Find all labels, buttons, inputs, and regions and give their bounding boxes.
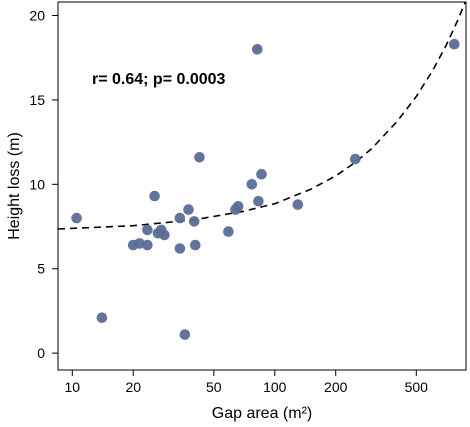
data-point: [194, 152, 205, 163]
y-tick-label: 0: [37, 345, 45, 361]
x-tick-label: 10: [65, 379, 81, 395]
data-point: [223, 226, 234, 237]
plot-area-frame: [57, 1, 467, 371]
fit-curve: [58, 2, 466, 230]
x-axis-ticks: 10 20 50 100 200 500: [65, 370, 429, 395]
y-tick-label: 10: [29, 176, 45, 192]
data-point: [142, 224, 153, 236]
points-layer: [71, 38, 460, 340]
x-tick-label: 200: [324, 379, 348, 395]
data-point: [179, 329, 191, 340]
data-point: [449, 38, 460, 50]
data-point: [246, 179, 258, 190]
data-point: [142, 239, 153, 251]
data-point: [96, 312, 108, 324]
x-tick-label: 50: [206, 379, 222, 395]
y-tick-label: 5: [37, 261, 45, 277]
data-point: [256, 168, 267, 180]
data-point: [350, 153, 361, 165]
x-tick-label: 20: [125, 379, 141, 395]
x-axis-label: Gap area (m²): [212, 405, 312, 422]
x-tick-label: 500: [405, 379, 429, 395]
data-point: [174, 212, 186, 224]
data-point: [149, 190, 160, 202]
x-tick-label: 100: [263, 379, 287, 395]
data-point: [253, 195, 264, 207]
y-tick-label: 20: [29, 8, 45, 24]
y-axis-label: Height loss (m): [6, 132, 23, 240]
data-point: [183, 204, 194, 215]
correlation-annotation: r= 0.64; p= 0.0003: [92, 71, 226, 88]
data-point: [71, 212, 82, 224]
data-point: [232, 201, 244, 212]
data-point: [251, 44, 263, 55]
data-point: [292, 199, 304, 210]
data-point: [188, 216, 200, 227]
data-point: [190, 239, 201, 251]
fit-line-layer: [58, 2, 466, 230]
data-point: [174, 243, 186, 254]
data-point: [159, 229, 170, 241]
y-tick-label: 15: [29, 92, 45, 108]
y-axis-ticks: 0 5 10 15 20: [29, 8, 58, 361]
